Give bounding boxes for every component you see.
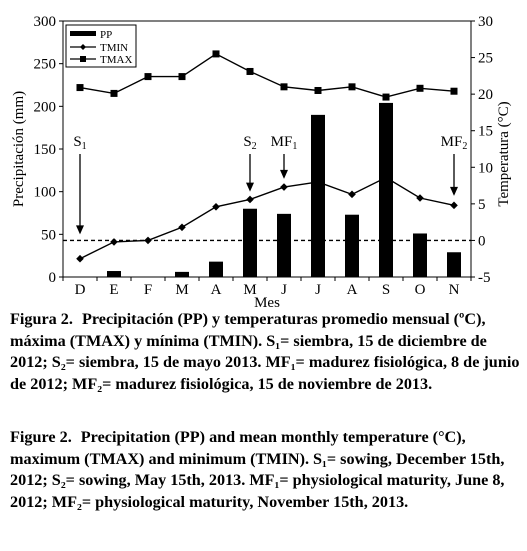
x-tick-label: J: [315, 282, 321, 298]
point-tmin: [110, 238, 118, 246]
bar-pp: [243, 208, 257, 277]
left-tick-label: 150: [34, 142, 57, 158]
x-tick-label: F: [144, 282, 152, 298]
x-tick-label: O: [415, 282, 426, 298]
bar-pp: [379, 102, 393, 277]
point-tmax: [178, 73, 186, 81]
caption-english-label: Figure 2.: [10, 428, 72, 446]
caption-english: Figure 2. Precipitation (PP) and mean mo…: [10, 427, 522, 513]
left-tick-label: 0: [49, 270, 57, 286]
legend-swatch-tmax-marker: [80, 56, 86, 62]
annotation-arrow-head: [450, 186, 458, 196]
bar-pp: [107, 271, 121, 277]
right-tick-label: 10: [478, 160, 493, 176]
point-tmax: [212, 50, 220, 58]
left-tick-label: 250: [34, 57, 57, 73]
legend-swatch-pp: [70, 31, 96, 36]
point-tmin: [450, 201, 458, 210]
bar-pp: [345, 214, 359, 277]
annotation-arrow-head: [76, 225, 84, 235]
point-tmin: [76, 254, 84, 263]
x-tick-label: A: [347, 282, 358, 298]
x-tick-label: M: [243, 282, 256, 298]
x-tick-label: J: [281, 282, 287, 298]
left-tick-label: 50: [41, 227, 56, 243]
legend-swatch-tmin-marker: [80, 44, 86, 50]
annotation-label-main: MF: [441, 134, 463, 150]
annotation-label-sub: 2: [462, 141, 467, 152]
point-tmin: [246, 195, 254, 204]
right-tick-label: 30: [478, 14, 493, 30]
right-tick-label: 15: [478, 124, 493, 140]
point-tmax: [382, 93, 390, 101]
right-tick-label: 0: [478, 233, 486, 249]
annotation-arrow-head: [246, 182, 254, 192]
point-tmax: [144, 73, 152, 81]
left-tick-label: 300: [34, 14, 57, 30]
x-tick-label: A: [211, 282, 222, 298]
chart-figure: 0 50 100 150 200 250 300 -5 0 5 10 15 20 25 30 D E F M A M J J…: [11, 14, 512, 310]
point-tmin: [212, 202, 220, 211]
annotation-label: MF2: [441, 134, 468, 152]
caption-english-text: Precipitation (PP) and mean monthly temp…: [10, 428, 505, 511]
point-tmin: [314, 178, 322, 186]
bar-pp: [175, 271, 189, 277]
legend-label-tmax: TMAX: [100, 54, 132, 66]
line-tmax: [79, 53, 455, 98]
annotation-label-main: S: [243, 134, 251, 150]
point-tmax: [348, 83, 356, 91]
caption-spanish-label: Figura 2.: [10, 310, 73, 328]
annotation-label: S1: [73, 134, 86, 152]
point-tmax: [416, 84, 424, 92]
x-tick-label: E: [109, 282, 118, 298]
point-tmin: [348, 190, 356, 199]
point-tmax: [314, 86, 322, 94]
point-tmax: [246, 67, 254, 75]
right-tick-label: 25: [478, 51, 493, 67]
bar-pp: [447, 252, 461, 277]
point-tmin: [280, 183, 288, 191]
x-tick-label: M: [175, 282, 188, 298]
legend-label-pp: PP: [100, 29, 112, 41]
x-tick-label: S: [382, 282, 390, 298]
bar-pp: [413, 233, 427, 277]
bar-pp: [209, 261, 223, 277]
point-tmax: [110, 89, 118, 97]
annotation-label-sub: 1: [292, 141, 297, 152]
left-axis-title: Precipitación (mm): [11, 91, 27, 207]
x-tick-label: D: [75, 282, 86, 298]
chart-svg: 0 50 100 150 200 250 300 -5 0 5 10 15 20 25 30 D E F M A M J J…: [11, 14, 512, 310]
annotation-label-main: MF: [271, 134, 293, 150]
x-axis-title: Mes: [254, 295, 280, 310]
legend-label-tmin: TMIN: [100, 42, 128, 54]
right-tick-label: 5: [478, 197, 486, 213]
annotation-label-sub: 2: [252, 141, 257, 152]
point-tmax: [280, 83, 288, 91]
caption-spanish: Figura 2. Precipitación (PP) y temperatu…: [10, 309, 522, 395]
point-tmax: [76, 84, 84, 92]
annotation-label-sub: 1: [82, 141, 87, 152]
bar-pp: [311, 114, 325, 277]
left-tick-label: 200: [34, 99, 57, 115]
left-tick-label: 100: [34, 185, 57, 201]
annotation-label: MF1: [271, 134, 298, 152]
point-tmin: [416, 194, 424, 202]
point-tmax: [450, 87, 458, 95]
right-tick-label: -5: [478, 270, 491, 286]
right-tick-label: 20: [478, 87, 493, 103]
caption-spanish-text: Precipitación (PP) y temperaturas promed…: [10, 310, 520, 393]
point-tmin: [178, 223, 186, 232]
bar-pp: [277, 213, 291, 277]
line-tmin: [79, 176, 455, 260]
annotation-label: S2: [243, 134, 256, 152]
annotation-label-main: S: [73, 134, 81, 150]
annotation-arrow-head: [280, 169, 288, 179]
x-tick-label: N: [449, 282, 460, 298]
point-tmin: [382, 173, 390, 182]
point-tmin: [144, 236, 152, 245]
right-axis-title: Temperatura (°C): [496, 101, 512, 206]
